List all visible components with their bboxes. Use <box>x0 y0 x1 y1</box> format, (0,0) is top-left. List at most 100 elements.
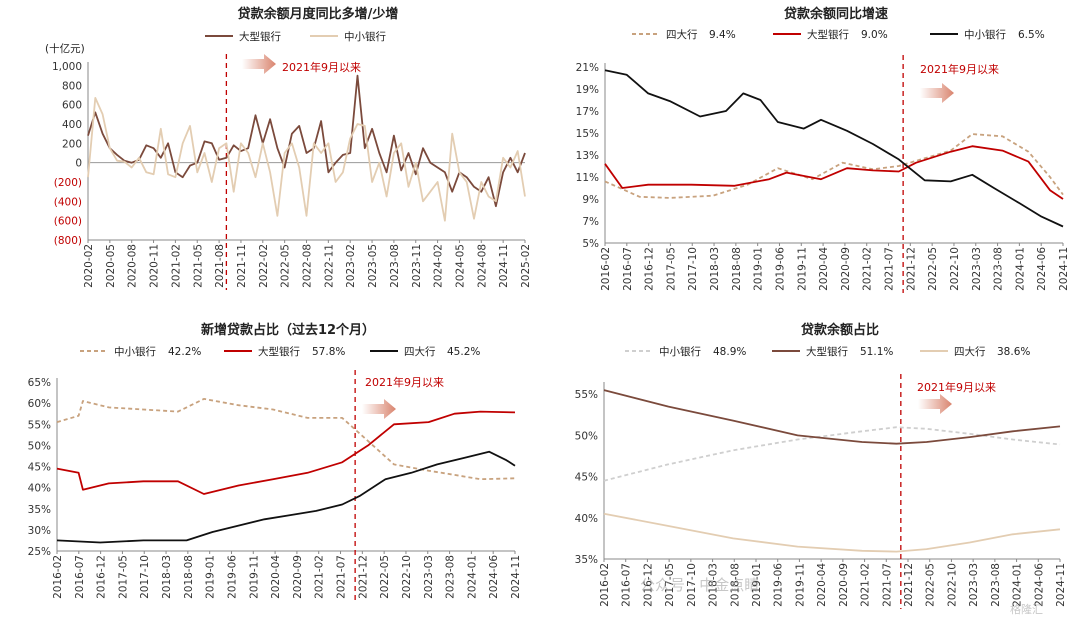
x-tick-label: 2022-05 <box>280 244 292 288</box>
x-tick-label: 2016-02 <box>52 555 64 599</box>
x-tick-label: 2019-06 <box>774 247 786 291</box>
legend-value: 38.6% <box>997 346 1030 358</box>
series-line-2 <box>604 69 1064 228</box>
annotation-arrow <box>362 399 396 419</box>
chart-c1: 贷款余额月度同比多增/少增 (十亿元) 大型银行 中小银行 1,000 800 600 400… <box>45 6 532 290</box>
x-tick-label: 2020-05 <box>105 244 117 288</box>
x-tick-label: 2024-02 <box>433 244 445 288</box>
x-tick-label: 2023-08 <box>990 563 1002 607</box>
y-tick-label: (600) <box>54 216 82 228</box>
x-tick-label: 2021-07 <box>336 555 348 599</box>
x-tick-label: 2018-03 <box>708 563 720 607</box>
x-tick-label: 2021-05 <box>192 244 204 288</box>
series-line-1 <box>604 145 1064 200</box>
x-tick-label: 2024-01 <box>1014 247 1026 291</box>
legend-label: 大型银行 <box>806 345 848 358</box>
x-tick-label: 2021-08 <box>214 244 226 288</box>
x-tick-label: 2021-07 <box>881 563 893 607</box>
y-tick-label: (200) <box>54 177 82 189</box>
x-tick-label: 2020-04 <box>270 555 282 599</box>
y-tick-label: 600 <box>62 100 82 112</box>
x-tick-label: 2019-01 <box>751 563 763 607</box>
x-tick-label: 2018-08 <box>183 555 195 599</box>
x-tick-label: 2018-03 <box>161 555 173 599</box>
x-tick-label: 2024-08 <box>476 244 488 288</box>
x-tick-label: 2020-11 <box>149 244 161 288</box>
legend-label: 大型银行 <box>807 28 849 41</box>
y-tick-label: 1,000 <box>52 61 82 73</box>
legend-value: 48.9% <box>713 346 746 358</box>
annotation-arrow <box>242 54 276 74</box>
arrow-c4 <box>918 394 952 414</box>
x-tick-label: 2024-06 <box>1036 247 1048 291</box>
x-tick-label: 2021-12 <box>905 247 917 291</box>
y-tick-label: 50% <box>575 430 598 442</box>
legend-value: 42.2% <box>168 346 201 358</box>
chart-title: 贷款余额同比增速 <box>784 6 888 22</box>
x-tick-label: 2022-05 <box>925 563 937 607</box>
x-tick-label: 2017-10 <box>686 563 698 607</box>
x-tick-label: 2016-12 <box>96 555 108 599</box>
x-tick-label: 2017-05 <box>117 555 129 599</box>
y-tick-label: 35% <box>575 554 598 566</box>
x-tick-label: 2020-09 <box>838 563 850 607</box>
annotation-text: 2021年9月以来 <box>920 62 999 76</box>
x-tick-label: 2023-03 <box>971 247 983 291</box>
legend-label: 四大行 <box>954 345 986 358</box>
x-tick-label: 2024-11 <box>1058 247 1070 291</box>
unit-label: (十亿元) <box>45 42 85 55</box>
y-tick-label: 25% <box>28 546 51 558</box>
chart-title: 新增贷款占比（过去12个月） <box>201 322 375 338</box>
x-tick-label: 2019-11 <box>794 563 806 607</box>
series-line-0 <box>603 426 1061 482</box>
x-tick-label: 2024-05 <box>454 244 466 288</box>
x-tick-label: 2023-05 <box>367 244 379 288</box>
series-line-2 <box>56 450 516 544</box>
x-tick-label: 2024-01 <box>1012 563 1024 607</box>
legend-value: 6.5% <box>1018 29 1045 41</box>
watermark-text: 公众号 · 中金点睛 <box>640 576 759 594</box>
y-tick-label: 60% <box>28 398 51 410</box>
x-tick-label: 2022-05 <box>927 247 939 291</box>
x-tick-label: 2022-08 <box>302 244 314 288</box>
x-tick-label: 2024-06 <box>488 555 500 599</box>
x-tick-label: 2019-11 <box>796 247 808 291</box>
x-tick-label: 2023-08 <box>389 244 401 288</box>
x-tick-label: 2021-07 <box>884 247 896 291</box>
x-tick-label: 2019-01 <box>753 247 765 291</box>
annotation-arrow <box>918 394 952 414</box>
y-tick-label: 45% <box>575 472 598 484</box>
x-tick-label: 2019-06 <box>226 555 238 599</box>
x-tick-label: 2024-11 <box>1055 563 1067 607</box>
y-tick-label: 17% <box>576 106 599 118</box>
y-tick-label: 30% <box>28 525 51 537</box>
chart-title: 贷款余额月度同比多增/少增 <box>238 6 399 22</box>
series-line-2 <box>603 512 1061 553</box>
x-tick-label: 2019-11 <box>248 555 260 599</box>
x-tick-label: 2022-10 <box>949 247 961 291</box>
x-tick-label: 2021-02 <box>860 563 872 607</box>
x-tick-label: 2016-07 <box>622 247 634 291</box>
x-tick-label: 2024-06 <box>1033 563 1045 607</box>
x-tick-label: 2021-12 <box>903 563 915 607</box>
x-tick-label: 2022-05 <box>379 555 391 599</box>
x-tick-label: 2021-12 <box>357 555 369 599</box>
series-line-1 <box>56 410 516 495</box>
legend-label: 四大行 <box>666 28 698 41</box>
y-tick-label: 13% <box>576 150 599 162</box>
x-tick-label: 2018-08 <box>729 563 741 607</box>
x-tick-label: 2022-02 <box>258 244 270 288</box>
series-line-0 <box>604 133 1064 199</box>
x-tick-label: 2023-11 <box>411 244 423 288</box>
watermark-logo-text: 格隆汇 <box>1010 602 1043 616</box>
x-tick-label: 2024-01 <box>466 555 478 599</box>
legend-value: 9.0% <box>861 29 888 41</box>
x-tick-label: 2016-12 <box>644 247 656 291</box>
x-tick-label: 2017-10 <box>687 247 699 291</box>
x-tick-label: 2022-10 <box>946 563 958 607</box>
y-tick-label: 200 <box>62 138 82 150</box>
x-tick-label: 2024-11 <box>510 555 522 599</box>
